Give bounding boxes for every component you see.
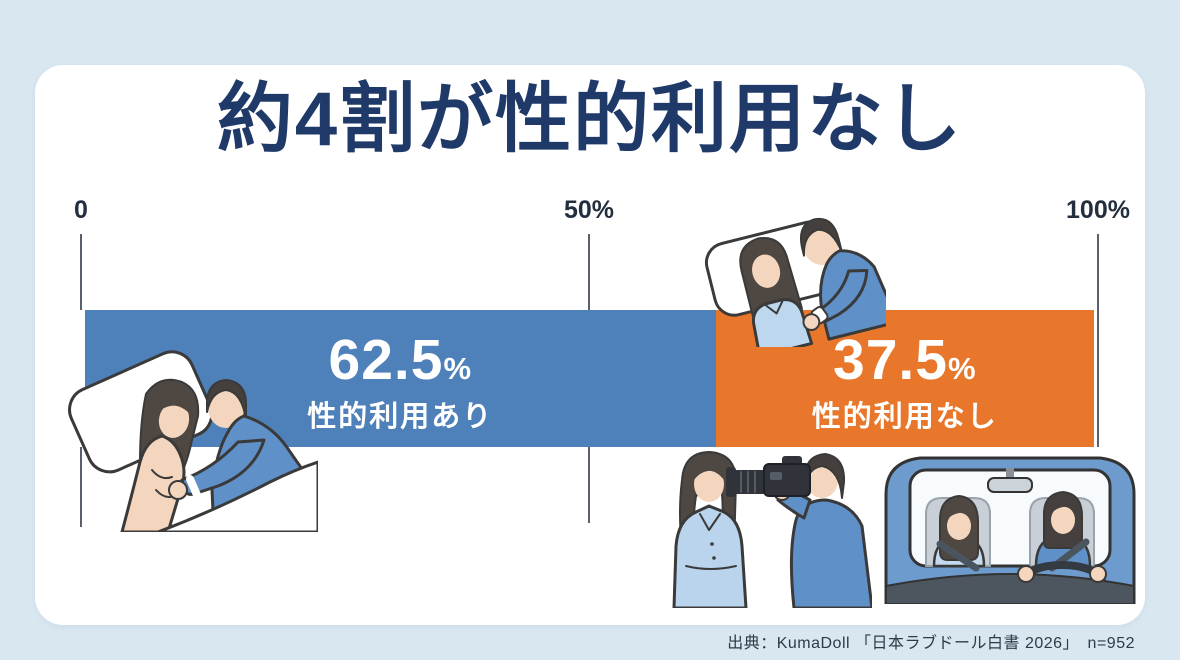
segment-value-no: 37.5%	[833, 328, 977, 392]
axis-tick-line-100	[1097, 234, 1099, 447]
axis-tick-label-0: 0	[74, 196, 88, 224]
couple-sleeping-in-bed-illustration	[698, 197, 886, 347]
photo-shoot-illustration	[642, 434, 872, 608]
axis-tick-label-50: 50%	[563, 196, 615, 224]
segment-value-yes: 62.5%	[328, 328, 473, 392]
source-caption: 出典：KumaDoll 「日本ラブドール白書 2026」 n=952	[727, 635, 1135, 652]
segment-label-no: 性的利用なし	[811, 401, 998, 433]
stacked-bar: 62.5% 性的利用あり 37.5% 性的利用なし	[85, 310, 1094, 447]
axis-tick-line-50-upper	[588, 234, 590, 310]
segment-label-yes: 性的利用あり	[307, 401, 494, 433]
axis-tick-line-50-lower	[588, 447, 590, 523]
page-title: 約4割が性的利用なし	[216, 77, 964, 162]
axis-tick-label-100: 100%	[1066, 196, 1130, 224]
axis-tick-line-0-lower	[80, 447, 82, 527]
car-drive-illustration	[880, 440, 1140, 604]
axis-tick-line-0-upper	[80, 234, 82, 310]
couple-in-bed-illustration	[66, 340, 318, 532]
